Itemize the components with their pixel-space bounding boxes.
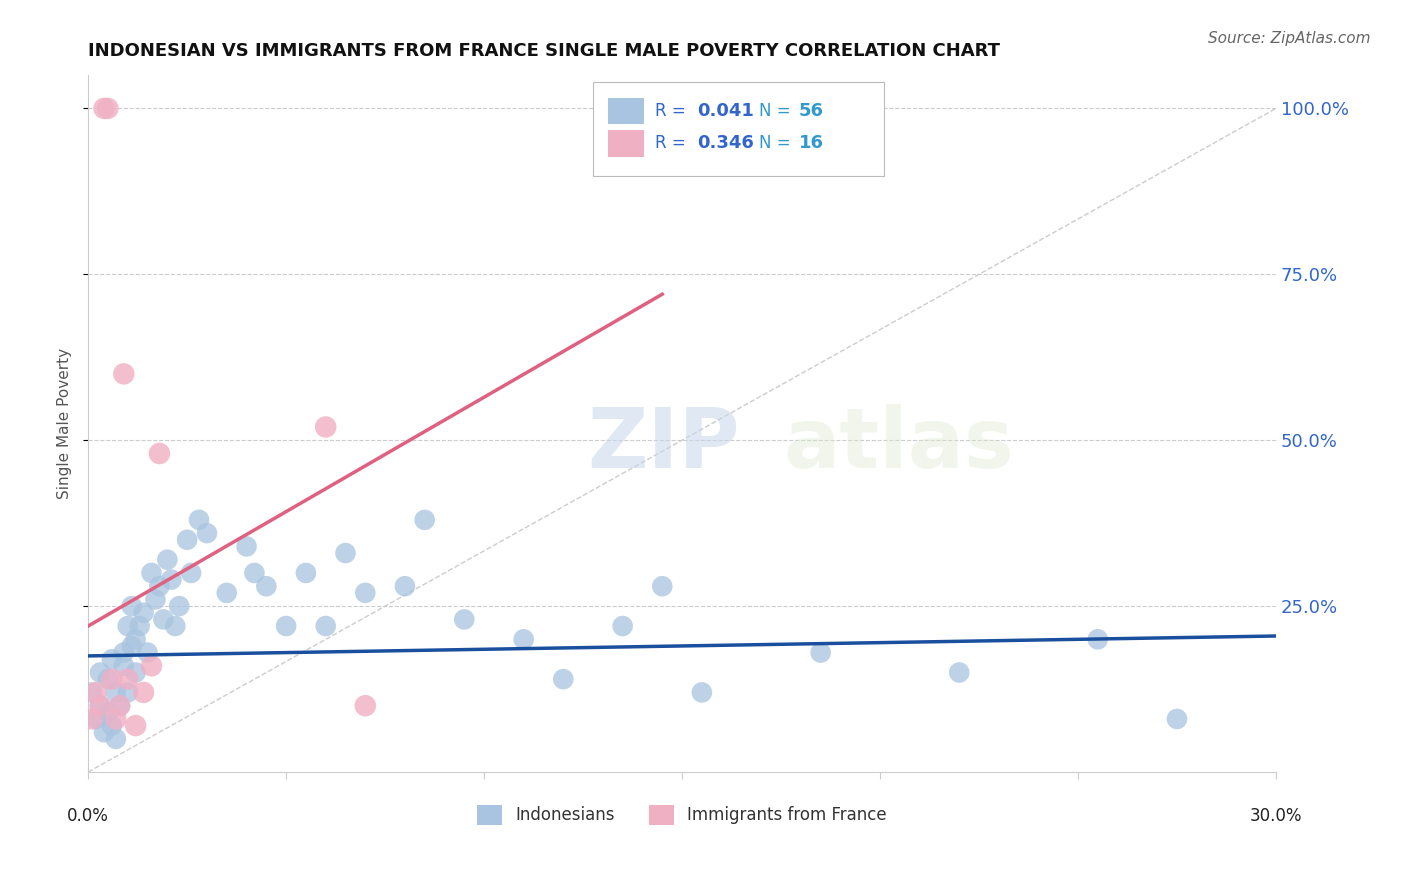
Point [97,672,120,686]
Point [274,619,297,633]
Point [948,665,970,680]
Point [93,102,115,116]
Text: 30.0%: 30.0% [1250,807,1302,825]
Point [136,646,159,660]
Point [148,446,170,460]
Point [121,599,143,614]
Point [315,420,337,434]
Text: N =: N = [759,102,796,120]
Text: R =: R = [655,135,690,153]
Point [141,658,163,673]
Point [82,712,104,726]
Point [93,725,115,739]
Point [132,685,155,699]
Point [354,586,377,600]
Point [112,658,135,673]
Point [235,540,257,554]
Point [89,698,111,713]
Point [254,579,277,593]
Point [215,586,238,600]
Point [176,533,198,547]
Point [295,566,318,580]
Point [84,685,107,699]
Point [108,698,131,713]
Point [112,646,135,660]
Point [354,698,377,713]
Point [553,672,575,686]
Point [84,712,107,726]
Point [188,513,211,527]
Point [104,685,127,699]
Point [89,698,111,713]
Point [512,632,534,647]
Point [160,573,183,587]
Point [97,706,120,720]
Text: 0.346: 0.346 [697,135,755,153]
Point [124,632,146,647]
Text: 56: 56 [799,102,824,120]
Point [810,646,832,660]
Point [690,685,713,699]
Point [651,579,673,593]
Text: 0.0%: 0.0% [67,807,110,825]
Point [124,665,146,680]
Point [117,619,139,633]
Point [117,672,139,686]
Point [101,718,124,732]
Point [148,579,170,593]
Point [124,718,146,732]
Text: INDONESIAN VS IMMIGRANTS FROM FRANCE SINGLE MALE POVERTY CORRELATION CHART: INDONESIAN VS IMMIGRANTS FROM FRANCE SIN… [89,42,1000,60]
Point [413,513,436,527]
Text: R =: R = [655,102,690,120]
Point [97,102,120,116]
Point [117,685,139,699]
Point [335,546,357,560]
Point [101,652,124,666]
Point [112,367,135,381]
Point [104,712,127,726]
Point [145,592,167,607]
FancyBboxPatch shape [609,97,644,124]
Text: 16: 16 [799,135,824,153]
Point [108,698,131,713]
Point [167,599,190,614]
Text: ZIP: ZIP [588,404,740,485]
Point [243,566,266,580]
Point [612,619,634,633]
Point [121,639,143,653]
Point [101,672,124,686]
Legend: Indonesians, Immigrants from France: Indonesians, Immigrants from France [470,797,896,833]
Point [82,685,104,699]
FancyBboxPatch shape [593,82,884,177]
Text: atlas: atlas [783,404,1014,485]
Text: 0.041: 0.041 [697,102,755,120]
Point [132,606,155,620]
Point [89,665,111,680]
Text: N =: N = [759,135,796,153]
Point [128,619,150,633]
Point [394,579,416,593]
Y-axis label: Single Male Poverty: Single Male Poverty [58,348,72,500]
Point [165,619,187,633]
Point [453,612,475,626]
Point [104,731,127,746]
Text: Source: ZipAtlas.com: Source: ZipAtlas.com [1208,31,1371,46]
Point [152,612,174,626]
Point [1087,632,1109,647]
Point [315,619,337,633]
Point [156,552,179,566]
Point [180,566,202,580]
Point [1166,712,1188,726]
Point [195,526,218,541]
FancyBboxPatch shape [609,130,644,157]
Point [141,566,163,580]
